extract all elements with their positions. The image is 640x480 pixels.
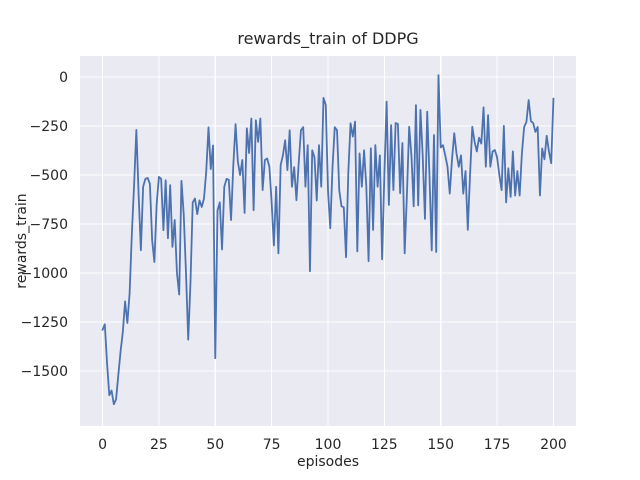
y-tick-label: −500 <box>30 168 68 184</box>
x-tick-label: 200 <box>540 437 567 453</box>
y-tick-label: −1500 <box>21 364 68 380</box>
y-tick-label: −750 <box>30 217 68 233</box>
chart-title: rewards_train of DDPG <box>237 29 419 48</box>
x-tick-label: 175 <box>484 437 511 453</box>
x-tick-label: 125 <box>371 437 398 453</box>
x-axis-label: episodes <box>296 454 360 470</box>
x-tick-label: 25 <box>150 437 168 453</box>
reward-line <box>101 74 555 406</box>
x-tick-label: 50 <box>206 437 224 453</box>
y-tick-label: −1000 <box>21 266 68 282</box>
y-tick-label: −250 <box>30 119 68 135</box>
y-tick-label: −1250 <box>21 315 68 331</box>
x-tick-label: 0 <box>98 437 107 453</box>
y-axis-label: rewards_train <box>14 193 30 289</box>
x-tick-label: 100 <box>315 437 342 453</box>
x-tick-label: 75 <box>263 437 281 453</box>
y-tick-label: 0 <box>59 70 68 86</box>
x-tick-label: 150 <box>427 437 454 453</box>
